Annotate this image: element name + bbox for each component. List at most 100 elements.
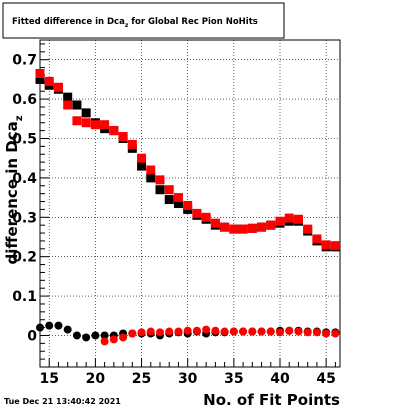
data-point-square <box>201 212 211 222</box>
axis-ticks <box>39 43 336 368</box>
series-3 <box>100 325 340 346</box>
data-point-circle <box>128 329 137 338</box>
x-tick-label: 45 <box>316 371 335 387</box>
data-point-circle <box>192 326 201 335</box>
data-markers <box>35 68 340 346</box>
data-point-square <box>146 173 156 183</box>
data-point-square <box>72 100 82 110</box>
y-tick-label: 0.2 <box>12 250 37 266</box>
data-point-square <box>100 120 110 130</box>
data-point-square <box>303 224 313 234</box>
data-point-square <box>284 213 294 223</box>
data-point-square <box>257 222 267 232</box>
y-tick-label: 0.6 <box>12 92 37 108</box>
data-point-circle <box>137 328 146 337</box>
data-point-circle <box>146 327 155 336</box>
data-point-square <box>127 139 137 149</box>
data-point-circle <box>248 327 257 336</box>
y-axis-label-main: difference in Dca <box>3 121 21 264</box>
x-tick-label: 40 <box>270 371 290 387</box>
chart-title: Fitted difference in Dcaz for Global Rec… <box>12 17 258 29</box>
data-point-circle <box>312 328 321 337</box>
data-point-circle <box>82 333 91 342</box>
y-tick-label: 0 <box>27 328 37 344</box>
data-point-square <box>192 208 202 218</box>
chart-title-main: Fitted difference in Dca <box>12 17 125 27</box>
data-point-circle <box>276 328 284 337</box>
data-point-circle <box>45 321 54 330</box>
x-axis-tick-labels: 15 20 25 30 35 40 45 <box>39 371 335 387</box>
data-point-circle <box>285 326 294 335</box>
y-tick-label: 0.1 <box>12 289 37 305</box>
data-point-circle <box>257 327 266 336</box>
data-point-circle <box>220 327 229 336</box>
data-point-square <box>155 185 165 195</box>
data-point-circle <box>156 328 164 337</box>
data-point-square <box>90 120 100 130</box>
data-point-circle <box>36 323 44 332</box>
data-point-square <box>137 153 147 163</box>
data-point-square <box>173 199 183 208</box>
data-point-circle <box>165 327 174 336</box>
data-point-square <box>173 193 183 203</box>
x-tick-label: 30 <box>178 371 198 387</box>
y-tick-label: 0.4 <box>12 171 37 187</box>
data-point-circle <box>54 321 63 330</box>
data-point-square <box>164 195 174 205</box>
data-point-square <box>35 74 45 84</box>
data-point-circle <box>303 328 312 337</box>
data-point-circle <box>229 327 238 336</box>
data-point-circle <box>72 331 81 340</box>
data-point-square <box>118 132 128 142</box>
data-point-square <box>275 216 285 226</box>
data-point-circle <box>183 326 192 335</box>
y-axis-label-subscript: z <box>14 115 25 121</box>
data-point-square <box>183 200 193 210</box>
data-point-circle <box>119 333 128 342</box>
data-point-square <box>164 185 174 195</box>
data-point-square <box>63 92 73 102</box>
y-tick-label: 0.5 <box>12 131 37 147</box>
x-tick-label: 15 <box>39 371 58 387</box>
y-tick-label: 0.7 <box>12 53 37 69</box>
y-tick-label: 0.3 <box>12 210 37 226</box>
data-point-circle <box>174 327 183 336</box>
data-point-circle <box>63 325 72 334</box>
chart-title-subscript: z <box>125 22 129 29</box>
x-axis-label: No. of Fit Points <box>203 391 340 409</box>
data-point-square <box>146 165 156 175</box>
data-point-square <box>266 220 276 230</box>
data-point-circle <box>100 337 109 346</box>
data-point-square <box>238 224 248 234</box>
data-point-square <box>330 241 340 251</box>
data-point-circle <box>91 331 100 340</box>
grid <box>40 40 340 367</box>
data-point-square <box>220 222 230 232</box>
title-box <box>2 2 285 39</box>
data-point-square <box>53 82 63 92</box>
data-point-square <box>109 126 119 136</box>
data-point-square <box>63 100 73 110</box>
data-point-circle <box>202 325 211 334</box>
data-point-square <box>72 116 82 126</box>
x-tick-label: 35 <box>224 371 243 387</box>
data-point-circle <box>294 327 303 336</box>
timestamp: Tue Dec 21 13:40:42 2021 <box>4 397 121 406</box>
data-point-square <box>312 234 322 244</box>
data-point-circle <box>239 327 248 336</box>
data-point-square <box>321 240 331 250</box>
x-tick-label: 25 <box>132 371 151 387</box>
data-point-circle <box>331 329 340 338</box>
y-axis-label: difference in Dcaz <box>3 115 25 264</box>
data-point-circle <box>109 335 118 344</box>
data-point-square <box>155 175 165 185</box>
data-point-circle <box>100 331 109 340</box>
series-1 <box>35 68 340 251</box>
data-point-square <box>293 214 303 224</box>
data-point-square <box>137 161 147 171</box>
data-point-circle <box>266 327 275 336</box>
data-point-square <box>210 218 220 228</box>
data-point-square <box>247 223 257 233</box>
